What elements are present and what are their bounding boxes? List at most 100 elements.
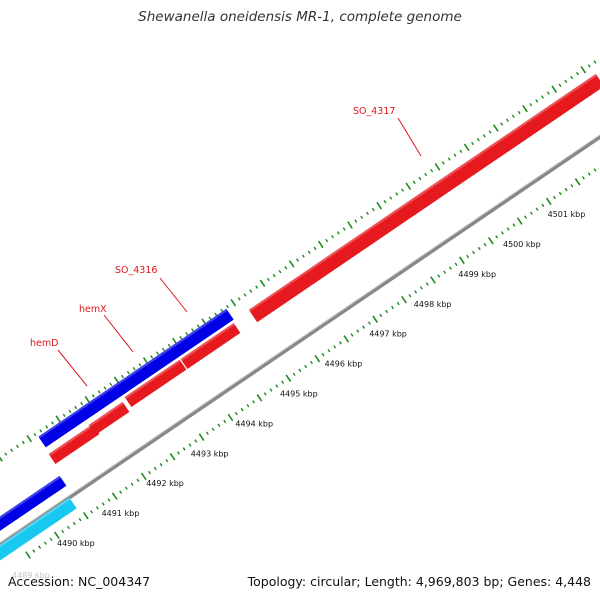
gc-mark-inner	[593, 168, 597, 172]
gc-mark-inner	[101, 502, 105, 506]
genome-summary-text: Topology: circular; Length: 4,969,803 bp…	[247, 574, 591, 589]
gc-mark-outer	[587, 64, 591, 68]
gc-mark-inner	[223, 419, 227, 424]
gc-mark-outer	[434, 163, 441, 171]
gc-mark-outer	[580, 65, 587, 74]
kbp-tick-label: 4495 kbp	[280, 390, 318, 399]
gene-SO_4317-red-shine	[248, 73, 598, 312]
kbp-tick-label: 4490 kbp	[57, 539, 95, 548]
gc-mark-outer	[535, 99, 539, 103]
gc-mark-inner	[304, 364, 308, 369]
gene-label-leaders	[57, 117, 422, 387]
gc-mark-outer	[255, 285, 259, 289]
gc-mark-inner	[188, 443, 192, 447]
gc-mark-inner	[211, 427, 215, 431]
gc-mark-inner	[564, 187, 568, 192]
gc-mark-inner	[227, 413, 234, 422]
gc-mark-outer	[4, 452, 8, 456]
gene-red-2[interactable]	[88, 401, 130, 435]
gc-mark-outer	[68, 409, 72, 414]
gc-mark-outer	[249, 289, 253, 293]
gc-mark-outer	[230, 298, 237, 307]
gc-mark-outer	[220, 308, 224, 313]
gene-red-4[interactable]	[180, 323, 241, 369]
gc-mark-inner	[182, 447, 186, 451]
gc-mark-outer	[488, 130, 492, 134]
gc-mark-outer	[517, 110, 521, 115]
gc-mark-outer	[511, 114, 515, 119]
gene-label-SO_4316[interactable]: SO_4316	[115, 265, 157, 276]
gc-mark-inner	[516, 217, 523, 225]
gc-mark-inner	[541, 203, 545, 208]
gc-mark-outer	[447, 157, 451, 161]
gc-mark-outer	[196, 324, 200, 328]
gc-mark-inner	[136, 478, 140, 483]
kbp-tick-label: 4491 kbp	[102, 509, 140, 518]
gc-mark-inner	[419, 286, 423, 290]
gene-blue-lower[interactable]	[0, 475, 67, 532]
gene-SO_4317-red[interactable]	[248, 73, 600, 323]
gc-mark-inner	[512, 223, 516, 227]
leader-hemX	[103, 314, 134, 353]
gene-red-1[interactable]	[48, 424, 100, 464]
gene-label-hemX[interactable]: hemX	[79, 304, 107, 315]
gene-red-4-shine	[180, 323, 235, 361]
gc-mark-outer	[21, 440, 25, 445]
gc-mark-outer	[156, 351, 159, 355]
kbp-tick-label: 4501 kbp	[548, 210, 586, 219]
gene-red-3-shine	[124, 359, 181, 399]
gc-mark-outer	[441, 161, 445, 165]
gc-mark-inner	[466, 254, 470, 259]
gc-mark-outer	[126, 370, 130, 375]
gc-mark-inner	[425, 282, 429, 286]
gene-label-hemD[interactable]: hemD	[30, 338, 58, 349]
kbp-tick-label: 4497 kbp	[369, 330, 407, 339]
gc-mark-outer	[564, 79, 568, 84]
gene-red-1-shine	[48, 424, 94, 456]
gc-mark-inner	[281, 380, 285, 384]
gc-mark-outer	[161, 347, 165, 351]
gc-mark-outer	[354, 219, 358, 223]
gc-mark-inner	[43, 541, 47, 545]
gc-mark-outer	[541, 95, 544, 99]
gc-mark-inner	[495, 235, 499, 239]
gc-mark-inner	[535, 207, 539, 211]
gc-mark-inner	[483, 242, 487, 247]
gene-red-3[interactable]	[124, 359, 187, 407]
gene-label-SO_4317[interactable]: SO_4317	[353, 106, 395, 117]
gc-mark-outer	[26, 434, 33, 443]
gc-mark-outer	[10, 448, 14, 452]
gc-mark-outer	[51, 421, 54, 425]
gc-mark-inner	[292, 372, 296, 376]
gene-cyan-lower[interactable]	[0, 497, 77, 562]
gc-mark-inner	[506, 227, 510, 231]
gc-mark-outer	[167, 343, 171, 348]
gc-mark-inner	[454, 262, 458, 266]
gc-mark-outer	[376, 201, 383, 210]
gc-mark-outer	[296, 258, 299, 262]
gc-mark-outer	[266, 277, 270, 282]
gc-mark-inner	[298, 368, 302, 373]
gc-mark-inner	[159, 462, 163, 467]
gene-labels: SO_4317 SO_4316 hemX hemD	[30, 106, 395, 349]
gc-mark-outer	[62, 413, 66, 417]
gc-mark-outer	[301, 254, 305, 258]
gc-mark-outer	[360, 215, 364, 219]
gc-mark-inner	[205, 431, 209, 435]
gene-SO_4316-blue[interactable]	[113, 308, 234, 397]
gc-mark-inner	[350, 333, 354, 337]
gc-mark-outer	[0, 456, 3, 462]
gc-mark-inner	[140, 472, 147, 481]
gc-mark-inner	[95, 506, 99, 510]
gene-hemX-blue[interactable]	[79, 380, 128, 420]
gc-mark-inner	[524, 215, 528, 219]
gc-mark-outer	[331, 235, 334, 239]
gc-mark-inner	[570, 184, 574, 188]
gc-mark-inner	[78, 517, 82, 522]
gc-mark-outer	[39, 429, 43, 433]
gc-mark-outer	[284, 266, 288, 270]
gc-mark-outer	[576, 71, 579, 76]
gc-mark-outer	[55, 415, 62, 423]
gc-mark-outer	[278, 269, 282, 274]
